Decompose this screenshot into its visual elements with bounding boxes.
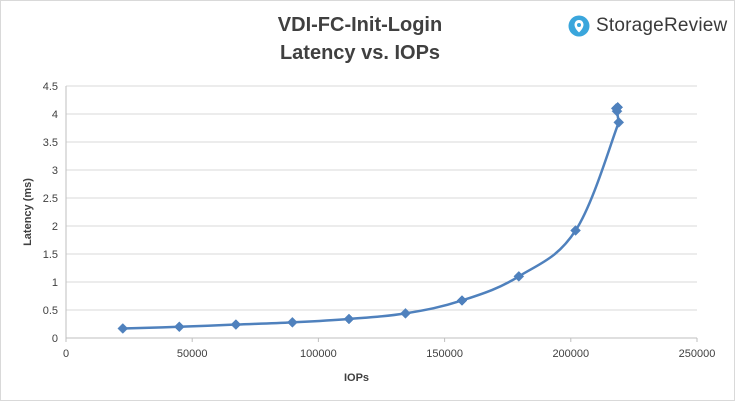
data-point — [343, 313, 355, 325]
x-axis-title: IOPs — [344, 372, 369, 384]
y-tick-label: 2 — [52, 221, 58, 233]
data-point — [400, 308, 411, 319]
x-tick-label: 200000 — [552, 348, 589, 360]
y-tick-label: 0.5 — [43, 305, 58, 317]
data-point — [173, 321, 185, 333]
chart-title: VDI-FC-Init-Login — [277, 14, 443, 36]
x-tick-label: 50000 — [177, 348, 208, 360]
y-tick-label: 3 — [52, 165, 58, 177]
y-tick-label: 1 — [52, 277, 58, 289]
data-point — [230, 319, 242, 330]
data-point — [570, 225, 581, 236]
data-point — [117, 323, 129, 334]
brand-logo: StorageReview — [568, 12, 727, 40]
x-tick-label: 0 — [63, 348, 69, 360]
y-tick-label: 4.5 — [43, 81, 58, 93]
x-tick-label: 100000 — [300, 348, 337, 360]
data-point — [287, 316, 298, 328]
y-tick-label: 3.5 — [43, 137, 58, 149]
x-tick-label: 250000 — [679, 348, 716, 360]
x-tick-label: 150000 — [426, 348, 463, 360]
series-line — [122, 106, 621, 330]
storagereview-logo-icon — [568, 15, 590, 37]
chart-subtitle: Latency vs. IOPs — [279, 42, 441, 64]
y-axis-title: Latency (ms) — [22, 178, 34, 246]
data-point — [513, 271, 525, 282]
brand-name: StorageReview — [596, 15, 728, 36]
y-tick-label: 4 — [52, 109, 58, 121]
y-tick-label: 0 — [52, 333, 58, 345]
y-tick-label: 2.5 — [43, 193, 58, 205]
data-point — [612, 101, 624, 113]
data-point — [613, 117, 625, 128]
data-point — [456, 295, 468, 306]
y-tick-label: 1.5 — [43, 249, 58, 261]
